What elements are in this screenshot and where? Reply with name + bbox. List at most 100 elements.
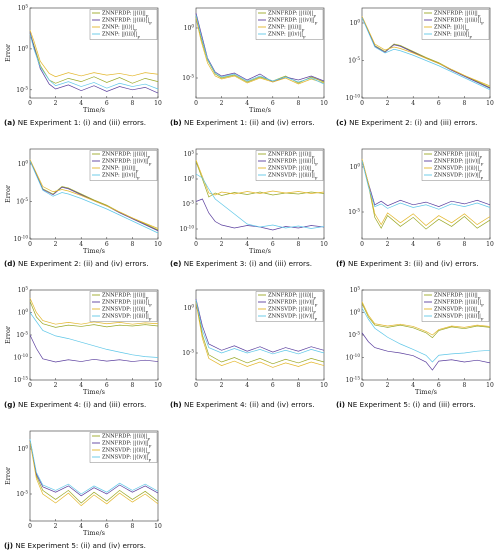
panel-label: (a) xyxy=(4,118,16,127)
panel-caption-text: NE Experiment 5: (ii) and (iv) errors. xyxy=(13,541,146,550)
x-tick-label: 8 xyxy=(462,100,466,107)
x-tick-label: 10 xyxy=(320,382,328,389)
x-tick-label: 6 xyxy=(437,100,441,107)
legend-entry: ZNNFRDP: ||(iii)||F xyxy=(434,299,484,308)
x-tick-label: 6 xyxy=(271,100,275,107)
y-tick-label: 10-5 xyxy=(182,74,194,83)
chart-c: 0 2 4 6 8 10 10-10 10-5 100 ZNNFRDP: ||(i)||FZNNF… xyxy=(346,7,494,107)
panel-caption: (b) NE Experiment 1: (ii) and (iv) error… xyxy=(170,118,330,127)
legend-entry: ZNNSVDP: ||(i)||F xyxy=(102,306,149,315)
x-tick-label: 10 xyxy=(486,241,494,248)
panel-h: 0 2 4 6 8 10 10-5 100 ZNNFRDP: ||(ii)||F ZNNFRDP:… xyxy=(170,286,330,414)
series-line-1 xyxy=(195,161,325,198)
panel-caption: (a) NE Experiment 1: (i) and (iii) error… xyxy=(4,118,164,127)
legend-entry: ZNNFRDP: ||(i)||F xyxy=(434,292,481,301)
x-tick-label: 10 xyxy=(154,100,162,107)
x-tick-label: 6 xyxy=(271,241,275,248)
y-tick-label: 10-10 xyxy=(346,353,361,362)
y-tick-label: 100 xyxy=(350,163,361,172)
y-tick-label: 10-5 xyxy=(182,200,194,209)
chart-f: 0 2 4 6 8 10 10-5 100 ZNNFRDP: ||(ii)||FZNNFRDP:… xyxy=(348,148,494,248)
y-tick-label: 100 xyxy=(184,175,195,184)
x-tick-label: 10 xyxy=(154,241,162,248)
series-line-3 xyxy=(195,302,325,368)
legend-entry: ZNNFRDP: ||(i)||F xyxy=(268,151,315,160)
legend-entry: ZNNP: ||(iv)||F xyxy=(102,172,140,181)
x-axis-label: Time/s xyxy=(83,388,105,396)
x-tick-label: 10 xyxy=(320,241,328,248)
series-line-4 xyxy=(195,299,325,355)
panel-caption-text: NE Experiment 1: (ii) and (iv) errors. xyxy=(181,118,315,127)
series-line-1 xyxy=(29,301,159,328)
legend-box xyxy=(255,291,324,322)
legend-entry: ZNNSVDP: ||(ii)||F xyxy=(268,306,316,315)
panel-caption-text: NE Experiment 5: (i) and (iii) errors. xyxy=(345,400,476,409)
y-tick-label: 10-5 xyxy=(16,490,28,499)
x-tick-label: 0 xyxy=(360,382,364,389)
series-line-2 xyxy=(195,298,325,353)
panel-g: 0 2 4 6 8 10 10-15 10-10 10-5 100 105 Time/s Error ZN… xyxy=(4,286,164,414)
chart-i: 0 2 4 6 8 10 10-15 10-10 10-5 100 105 Time/s ZNNFRDP… xyxy=(346,286,494,397)
legend-entry: ZNNSVDP: ||(ii)||F xyxy=(434,165,482,174)
x-tick-label: 2 xyxy=(54,241,58,248)
legend-entry: ZNNFRDP: ||(iv)||F xyxy=(102,158,152,167)
series-line-1 xyxy=(29,439,159,504)
y-tick-label: 10-5 xyxy=(16,331,28,340)
legend-box xyxy=(89,291,158,322)
x-tick-label: 8 xyxy=(462,382,466,389)
panel-label: (c) xyxy=(336,118,347,127)
x-axis-label: Time/s xyxy=(415,388,437,396)
legend-entry: ZNNP: ||(ii)||F xyxy=(102,165,139,174)
x-tick-label: 8 xyxy=(130,382,134,389)
panel-caption-text: NE Experiment 2: (i) and (iii) errors. xyxy=(346,118,478,127)
y-tick-label: 100 xyxy=(18,445,29,454)
series-line-1 xyxy=(195,15,325,84)
x-tick-label: 2 xyxy=(220,100,224,107)
x-tick-label: 6 xyxy=(437,241,441,248)
series-line-3 xyxy=(29,159,159,229)
legend-box xyxy=(255,150,324,181)
legend-entry: ZNNFRDP: ||(i)||F xyxy=(102,292,149,301)
x-tick-label: 6 xyxy=(105,382,109,389)
legend-entry: ZNNFRDP: ||(ii)||F xyxy=(102,433,150,442)
x-tick-label: 8 xyxy=(462,241,466,248)
x-tick-label: 0 xyxy=(28,100,32,107)
y-tick-label: 10-5 xyxy=(16,197,28,206)
chart-g: 0 2 4 6 8 10 10-15 10-10 10-5 100 105 Time/s Error ZN… xyxy=(4,286,162,397)
x-tick-label: 2 xyxy=(386,100,390,107)
x-tick-label: 0 xyxy=(194,382,198,389)
legend-entry: ZNNSVDP: ||(ii)||F xyxy=(102,447,150,456)
legend-entry: ZNNFRDP: ||(ii)||F xyxy=(434,151,482,160)
panel-label: (h) xyxy=(170,400,182,409)
x-tick-label: 10 xyxy=(154,382,162,389)
x-tick-label: 6 xyxy=(105,523,109,530)
series-line-4 xyxy=(29,439,159,495)
legend-entry: ZNNSVDP: ||(iii)||F xyxy=(102,313,152,322)
legend-box xyxy=(89,432,158,463)
x-tick-label: 4 xyxy=(411,241,415,248)
x-tick-label: 8 xyxy=(130,100,134,107)
y-tick-label: 105 xyxy=(184,150,195,159)
x-axis-label: Time/s xyxy=(83,247,105,255)
x-tick-label: 0 xyxy=(360,100,364,107)
series-line-4 xyxy=(361,307,491,363)
series-line-3 xyxy=(29,297,159,325)
x-axis-label: Time/s xyxy=(83,529,105,537)
y-tick-label: 100 xyxy=(18,160,29,169)
panel-j: 0 2 4 6 8 10 10-5 100 Time/s Error ZNNFRDP: ||(ii)… xyxy=(4,427,164,555)
x-axis-label: Time/s xyxy=(249,247,271,255)
series-line-2 xyxy=(29,439,159,497)
chart-j: 0 2 4 6 8 10 10-5 100 Time/s Error ZNNFRDP: ||(ii)… xyxy=(4,430,162,537)
series-line-3 xyxy=(29,441,159,507)
panel-label: (f) xyxy=(336,259,346,268)
x-tick-label: 6 xyxy=(105,241,109,248)
x-tick-label: 6 xyxy=(271,382,275,389)
y-axis-label: Error xyxy=(4,466,12,485)
panel-caption: (e) NE Experiment 3: (i) and (iii) error… xyxy=(170,259,330,268)
x-tick-label: 10 xyxy=(486,100,494,107)
panel-caption-text: NE Experiment 3: (ii) and (iv) errors. xyxy=(345,259,479,268)
series-line-4 xyxy=(195,173,325,229)
x-tick-label: 8 xyxy=(296,100,300,107)
legend-entry: ZNNP: ||(iii)||F xyxy=(434,31,472,40)
legend-entry: ZNNFRDP: ||(i)||F xyxy=(434,10,481,19)
